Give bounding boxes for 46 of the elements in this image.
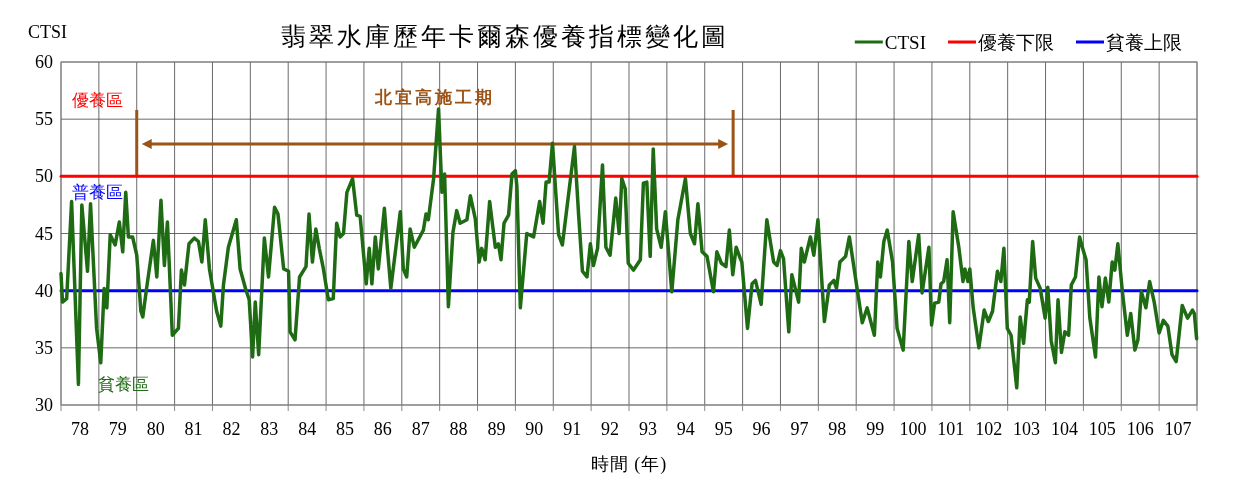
x-tick-label: 105 [1088,419,1116,439]
y-tick-label: 30 [35,395,53,415]
x-tick-label: 106 [1126,419,1154,439]
x-tick-label: 107 [1164,419,1192,439]
x-tick-label: 87 [411,419,430,439]
x-axis-title: 時間 (年) [590,454,668,475]
annotation: 普養區 [71,183,123,202]
y-tick-label: 50 [35,166,53,187]
legend-label: 優養下限 [978,32,1054,53]
x-tick-label: 102 [975,419,1003,439]
x-tick-label: 103 [1013,419,1041,439]
legend-label: CTSI [884,32,926,53]
x-tick-label: 84 [298,419,317,439]
x-tick-label: 104 [1050,419,1078,439]
chart-title: 翡翠水庫歷年卡爾森優養指標變化圖 [281,23,729,50]
x-tick-label: 82 [222,419,241,439]
x-tick-label: 96 [752,419,771,439]
x-tick-label: 90 [525,419,544,439]
x-tick-label: 100 [899,419,927,439]
y-tick-label: 45 [35,223,53,244]
x-tick-label: 88 [449,419,468,439]
y-axis-title: CTSI [28,22,68,42]
x-tick-label: 97 [790,419,809,439]
x-tick-label: 89 [487,419,506,439]
y-tick-label: 55 [35,109,53,130]
y-tick-label: 35 [35,337,53,358]
x-tick-label: 95 [714,419,733,439]
x-tick-label: 101 [937,419,965,439]
annotation: 貧養區 [97,375,149,394]
x-tick-label: 81 [184,419,203,439]
x-tick-label: 92 [601,419,620,439]
x-tick-label: 94 [676,419,695,439]
x-tick-label: 79 [108,419,127,439]
x-tick-label: 86 [373,419,392,439]
legend-label: 貧養上限 [1106,32,1182,53]
x-tick-label: 99 [866,419,885,439]
x-tick-label: 78 [70,419,89,439]
x-tick-label: 83 [260,419,279,439]
x-tick-label: 98 [828,419,847,439]
x-tick-label: 85 [336,419,354,439]
x-tick-label: 80 [146,419,165,439]
x-tick-label: 93 [638,419,657,439]
y-tick-label: 40 [35,280,53,301]
y-tick-label: 60 [35,52,53,72]
x-tick-label: 91 [563,419,582,439]
annotation: 優養區 [71,91,123,110]
